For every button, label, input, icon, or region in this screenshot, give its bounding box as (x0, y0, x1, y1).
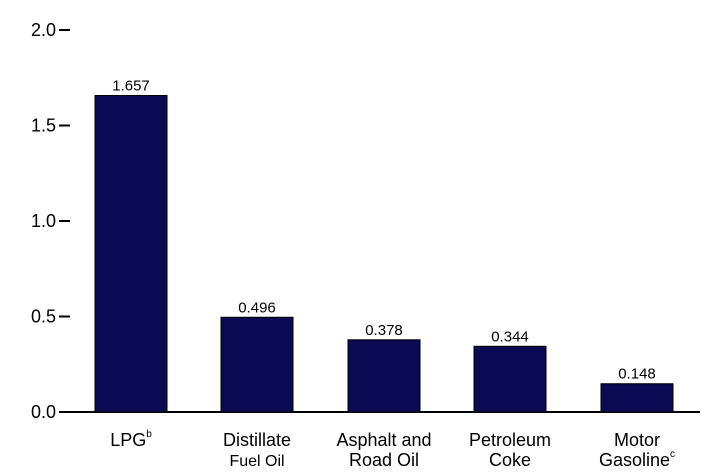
x-category-label: Fuel Oil (229, 453, 284, 470)
bars (94, 95, 674, 413)
data-label: 1.657 (112, 78, 150, 95)
x-category-label: Distillate (223, 430, 291, 450)
superscript-marker: b (146, 429, 152, 440)
labels: 1.657 LPGb 0.496 Distillate Fuel Oil 0.378 Asp… (110, 78, 675, 470)
data-label: 0.344 (491, 328, 529, 345)
bar (473, 345, 547, 413)
y-tick-label: 0.0 (31, 402, 56, 422)
data-label: 0.496 (238, 299, 276, 316)
x-category-label: Coke (489, 450, 531, 470)
bar (347, 339, 421, 413)
x-category-label: Petroleum (469, 430, 551, 450)
x-category-label: Road Oil (349, 450, 419, 470)
y-tick-label: 0.5 (31, 307, 56, 327)
bar (220, 316, 294, 413)
x-category-label: Asphalt and (336, 430, 431, 450)
bar (94, 95, 168, 413)
axes: 0.0 0.5 1.0 1.5 2.0 (31, 20, 700, 422)
data-label: 0.148 (618, 366, 656, 383)
y-tick-label: 1.5 (31, 116, 56, 136)
data-label: 0.378 (365, 322, 403, 339)
y-tick-label: 2.0 (31, 20, 56, 40)
superscript-marker: c (670, 449, 675, 460)
x-category-label: LPGb (110, 429, 152, 450)
y-tick-label: 1.0 (31, 211, 56, 231)
x-category-label: Motor (614, 430, 660, 450)
x-category-label: Gasolinec (599, 449, 675, 470)
bar (600, 383, 674, 413)
